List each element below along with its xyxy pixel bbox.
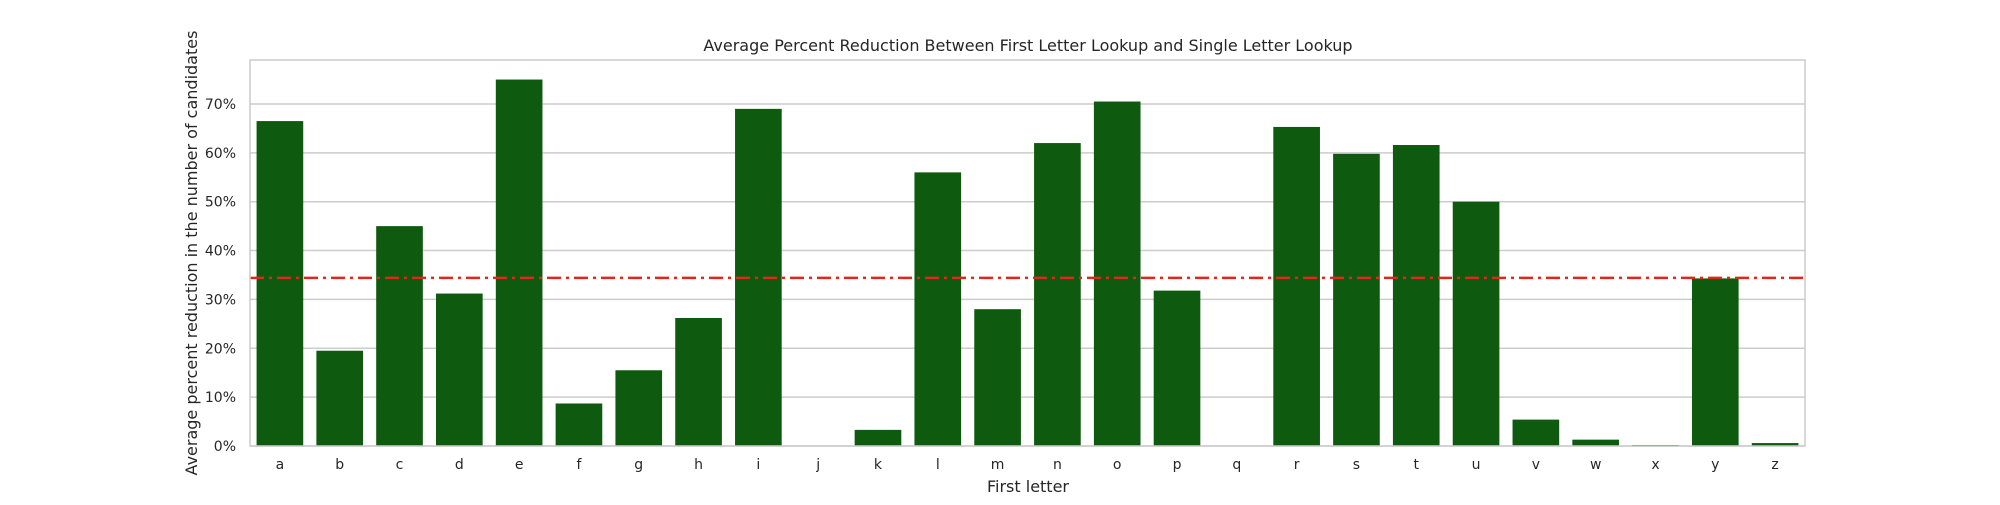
x-tick-label: e — [515, 457, 524, 473]
y-tick-label: 50% — [205, 195, 236, 211]
y-tick-label: 0% — [214, 439, 236, 455]
bar-d — [436, 293, 483, 446]
y-tick-label: 60% — [205, 146, 236, 162]
bar-m — [974, 309, 1021, 446]
bar-k — [854, 429, 902, 446]
bar-o — [1093, 101, 1141, 446]
bar-b — [316, 350, 364, 446]
x-tick-label: x — [1651, 457, 1659, 473]
grid-layer — [250, 103, 1805, 447]
x-tick-label: w — [1590, 457, 1601, 473]
bar-e — [495, 79, 543, 446]
x-tick-label: f — [576, 457, 582, 473]
bars-layer — [256, 79, 1799, 447]
y-axis-label: Average percent reduction in the number … — [182, 31, 201, 476]
y-tick-label: 30% — [205, 292, 236, 308]
bar-f — [555, 403, 603, 446]
x-tick-label: u — [1472, 457, 1481, 473]
bar-h — [675, 317, 722, 446]
x-tick-label: j — [815, 457, 820, 473]
x-tick-label: i — [756, 457, 760, 473]
x-tick-label: y — [1711, 457, 1719, 473]
bar-y — [1691, 278, 1739, 446]
bar-z — [1751, 443, 1799, 446]
y-tick-label: 70% — [205, 97, 236, 113]
bar-n — [1034, 143, 1081, 446]
bar-r — [1273, 126, 1320, 446]
x-tick-label: l — [936, 457, 940, 473]
bar-u — [1452, 201, 1500, 446]
x-tick-label: k — [874, 457, 883, 473]
x-tick-label: r — [1294, 457, 1300, 473]
y-tick-label: 10% — [205, 390, 236, 406]
x-tick-label: m — [991, 457, 1005, 473]
bar-g — [615, 370, 663, 446]
chart-title: Average Percent Reduction Between First … — [703, 36, 1352, 55]
y-tick-label: 40% — [205, 244, 236, 260]
x-tick-label: g — [634, 457, 643, 473]
x-tick-label: q — [1232, 457, 1241, 473]
x-tick-label: c — [396, 457, 404, 473]
x-tick-label: t — [1414, 457, 1420, 473]
x-axis-label: First letter — [987, 477, 1069, 496]
bar-c — [376, 226, 423, 446]
bar-l — [914, 172, 962, 446]
bar-t — [1392, 145, 1440, 447]
y-tick-label: 20% — [205, 341, 236, 357]
bar-v — [1512, 419, 1560, 446]
x-tick-label: p — [1173, 457, 1182, 473]
bar-s — [1333, 153, 1380, 446]
x-tick-label: v — [1532, 457, 1540, 473]
x-tick-label: s — [1353, 457, 1360, 473]
y-tick-labels: 0% 10% 20% 30% 40% 50% 60% 70% — [205, 97, 236, 455]
plot-frame — [249, 59, 1806, 447]
x-tick-label: n — [1053, 457, 1062, 473]
x-tick-label: z — [1771, 457, 1778, 473]
x-tick-label: h — [694, 457, 703, 473]
bar-p — [1153, 290, 1201, 446]
x-tick-label: b — [335, 457, 344, 473]
bar-w — [1572, 439, 1619, 446]
x-tick-label: d — [455, 457, 464, 473]
x-tick-labels: a b c d e f g h i j k l m n o p q r s t u v w x y z — [276, 457, 1779, 473]
bar-a — [256, 121, 304, 446]
x-tick-label: a — [276, 457, 285, 473]
x-tick-label: o — [1113, 457, 1122, 473]
